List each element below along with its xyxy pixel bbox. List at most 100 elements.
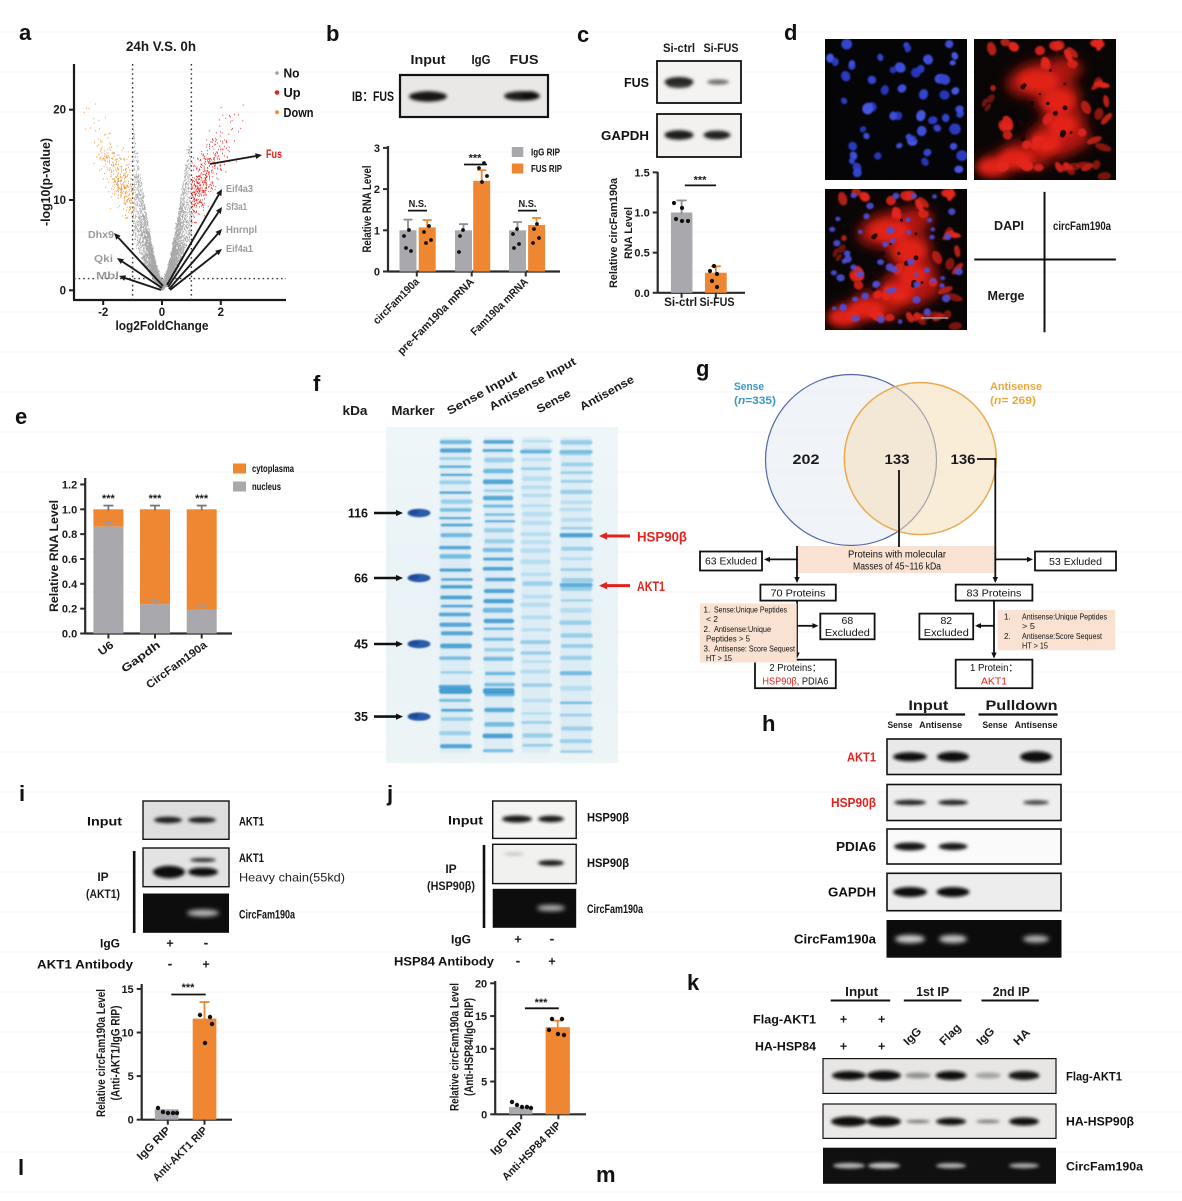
svg-text:***: *** <box>149 493 163 505</box>
svg-text:10: 10 <box>53 195 66 207</box>
svg-text:cytoplasma: cytoplasma <box>252 463 294 475</box>
svg-text:0.6: 0.6 <box>62 554 77 566</box>
svg-text:10: 10 <box>475 1044 487 1056</box>
svg-text:k: k <box>687 970 700 995</box>
svg-text:-2: -2 <box>98 307 108 319</box>
svg-text:2nd IP: 2nd IP <box>993 985 1030 999</box>
svg-text:-log10(p-value): -log10(p-value) <box>39 138 53 226</box>
svg-text:PDIA6: PDIA6 <box>836 839 876 854</box>
svg-text:HA-HSP90β: HA-HSP90β <box>1066 1115 1134 1129</box>
svg-text:Relative circFam190a Level: Relative circFam190a Level <box>450 983 462 1111</box>
svg-text:Mbl: Mbl <box>96 270 119 282</box>
svg-text:202: 202 <box>793 452 820 467</box>
svg-text:CircFam190a: CircFam190a <box>794 932 877 947</box>
svg-text:HSP90β: HSP90β <box>637 530 687 545</box>
svg-text:Hnrnpl: Hnrnpl <box>226 224 257 236</box>
svg-text:70 Proteins: 70 Proteins <box>771 588 826 600</box>
svg-text:-: - <box>550 931 555 947</box>
svg-text:Input: Input <box>448 814 483 828</box>
svg-text:0: 0 <box>60 285 66 297</box>
svg-text:(HSP90β): (HSP90β) <box>427 881 475 893</box>
svg-text:82: 82 <box>940 615 952 627</box>
svg-text:HSP90β, PDIA6: HSP90β, PDIA6 <box>762 676 828 688</box>
svg-text:Relative RNA Level: Relative RNA Level <box>47 500 61 612</box>
svg-text:HSP90β: HSP90β <box>587 813 629 825</box>
svg-text:AKT1: AKT1 <box>239 817 265 829</box>
svg-text:63 Exluded: 63 Exluded <box>705 557 757 568</box>
svg-text:HSP90β: HSP90β <box>831 795 876 810</box>
svg-text:FUS: FUS <box>510 52 539 67</box>
svg-text:(n= 269): (n= 269) <box>990 395 1036 407</box>
svg-text:1: 1 <box>374 225 380 237</box>
svg-text:+: + <box>548 955 555 969</box>
svg-text:Si-ctrl: Si-ctrl <box>664 295 697 309</box>
svg-text:CircFam190a: CircFam190a <box>1066 1160 1143 1174</box>
svg-text:***: *** <box>195 493 209 505</box>
svg-text:Qki: Qki <box>94 253 113 265</box>
svg-text:g: g <box>696 356 709 381</box>
svg-text:+: + <box>840 1013 847 1027</box>
svg-text:i: i <box>19 781 25 806</box>
svg-text:116: 116 <box>348 507 368 521</box>
svg-text:(n=335): (n=335) <box>734 395 776 407</box>
svg-text:CircFam190a: CircFam190a <box>587 904 643 916</box>
svg-text:Down: Down <box>284 106 314 120</box>
svg-text:15: 15 <box>121 984 133 996</box>
svg-text:l: l <box>18 1155 24 1180</box>
svg-text:RNA Level: RNA Level <box>623 207 635 259</box>
svg-text:Marker: Marker <box>392 404 435 418</box>
svg-text:0.0: 0.0 <box>634 288 649 300</box>
svg-text:m: m <box>596 1162 616 1187</box>
svg-text:Antisense: Antisense <box>919 720 962 730</box>
svg-text:***: *** <box>182 982 196 994</box>
svg-text:2: 2 <box>218 307 224 319</box>
svg-text:Sense:Unique Peptides: Sense:Unique Peptides <box>714 606 787 615</box>
svg-text:***: *** <box>535 997 549 1009</box>
svg-text:j: j <box>386 781 393 806</box>
svg-text:AKT1 Antibody: AKT1 Antibody <box>37 958 133 972</box>
svg-text:53 Exluded: 53 Exluded <box>1049 556 1102 568</box>
svg-text:0.2: 0.2 <box>62 604 77 616</box>
svg-text:1.: 1. <box>1004 613 1011 622</box>
svg-text:IgG: IgG <box>472 52 491 67</box>
svg-text:5: 5 <box>481 1077 487 1089</box>
svg-text:c: c <box>577 22 589 47</box>
svg-text:Excluded: Excluded <box>825 627 870 639</box>
svg-text:1.5: 1.5 <box>634 167 649 179</box>
svg-text:Sense: Sense <box>734 381 764 393</box>
svg-text:(Anti-AKT1/IgG RIP): (Anti-AKT1/IgG RIP) <box>111 1005 123 1100</box>
svg-text:AKT1: AKT1 <box>637 579 665 594</box>
svg-text:FUS: FUS <box>624 76 649 90</box>
svg-text:0: 0 <box>128 1115 134 1127</box>
svg-text:HSP84 Antibody: HSP84 Antibody <box>394 955 494 969</box>
svg-text:Flag-AKT1: Flag-AKT1 <box>1066 1070 1122 1084</box>
svg-text:< 2: < 2 <box>706 615 719 624</box>
svg-text:Eif4a3: Eif4a3 <box>226 183 253 195</box>
svg-text:2: 2 <box>374 184 380 196</box>
svg-text:N.S.: N.S. <box>409 198 427 210</box>
svg-text:2 Proteins：: 2 Proteins： <box>769 662 821 674</box>
svg-text:0.8: 0.8 <box>62 529 77 541</box>
svg-text:+: + <box>166 937 173 951</box>
svg-text:0.4: 0.4 <box>62 579 78 591</box>
svg-text:Merge: Merge <box>988 289 1025 303</box>
svg-text:AKT1: AKT1 <box>239 853 265 865</box>
svg-text:+: + <box>878 1013 885 1027</box>
svg-text:IP: IP <box>445 862 456 876</box>
svg-text:kDa: kDa <box>343 404 369 418</box>
svg-text:1.0: 1.0 <box>62 504 77 516</box>
svg-text:Input: Input <box>845 985 879 999</box>
svg-text:1st IP: 1st IP <box>916 985 949 999</box>
svg-text:+: + <box>840 1040 847 1054</box>
svg-text:GAPDH: GAPDH <box>828 885 876 900</box>
svg-text:log2FoldChange: log2FoldChange <box>116 318 209 333</box>
svg-text:Excluded: Excluded <box>924 627 969 639</box>
svg-text:Relative RNA Level: Relative RNA Level <box>360 166 374 253</box>
svg-text:83 Proteins: 83 Proteins <box>967 588 1022 600</box>
svg-text:Input: Input <box>908 697 948 713</box>
svg-text:0: 0 <box>374 267 380 279</box>
svg-text:1.: 1. <box>704 606 711 615</box>
svg-text:68: 68 <box>842 615 854 627</box>
svg-text:Si-ctrl: Si-ctrl <box>663 41 695 55</box>
svg-text:+: + <box>202 958 209 972</box>
